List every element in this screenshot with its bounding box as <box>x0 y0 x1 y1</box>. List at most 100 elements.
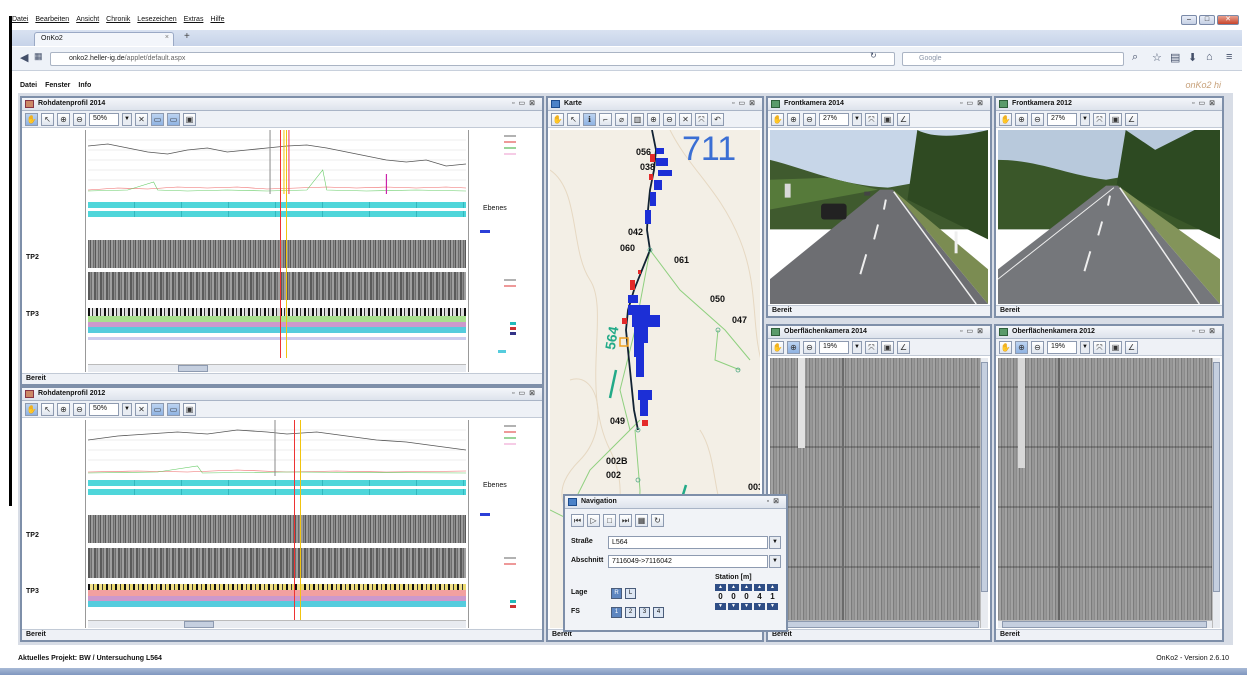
fs-option[interactable]: 4 <box>653 607 664 618</box>
panel-controls[interactable]: ▫▭⊠ <box>1192 328 1219 335</box>
layer-icon[interactable]: ⌀ <box>615 112 628 126</box>
stop-icon[interactable]: □ <box>603 514 616 527</box>
measure-icon[interactable]: ∠ <box>1125 340 1138 354</box>
zoom-out-icon[interactable]: ⊖ <box>803 112 816 126</box>
menu-chronik[interactable]: Chronik <box>106 16 131 23</box>
menu-lesezeichen[interactable]: Lesezeichen <box>137 16 177 23</box>
panel-controls[interactable]: ▫▭⊠ <box>732 100 759 107</box>
menu-datei[interactable]: Datei <box>12 16 29 23</box>
menu-ansicht[interactable]: Ansicht <box>76 16 100 23</box>
view-mode-a-icon[interactable]: ▭ <box>151 402 164 416</box>
lage-option[interactable]: R <box>611 588 622 599</box>
app-menu-fenster[interactable]: Fenster <box>45 82 71 89</box>
close-window-button[interactable]: ✕ <box>1217 15 1239 25</box>
hand-tool-icon[interactable]: ✋ <box>771 340 784 354</box>
pointer-tool-icon[interactable]: ↖ <box>41 402 54 416</box>
save-icon[interactable]: ▣ <box>881 340 894 354</box>
save-icon[interactable]: ▣ <box>183 112 196 126</box>
chevron-down-icon[interactable]: ▼ <box>1080 112 1090 126</box>
surface-vscroll[interactable] <box>1212 358 1220 628</box>
fit-icon[interactable]: ✕ <box>135 112 148 126</box>
undo-icon[interactable]: ↶ <box>711 112 724 126</box>
station-down-icon[interactable]: ▼ <box>715 603 726 610</box>
profile-hscroll[interactable] <box>88 620 466 628</box>
zoom-out-icon[interactable]: ⊖ <box>1031 340 1044 354</box>
info-tool-icon[interactable]: ℹ <box>583 112 596 126</box>
app-menu-datei[interactable]: Datei <box>20 82 38 89</box>
station-up-icon[interactable]: ▲ <box>715 584 726 591</box>
reset-icon[interactable]: ✕ <box>679 112 692 126</box>
surface-hscroll[interactable] <box>770 620 980 628</box>
measure-icon[interactable]: ∠ <box>897 340 910 354</box>
refresh-icon[interactable]: ↻ <box>651 514 664 527</box>
legend-icon[interactable]: ▥ <box>631 112 644 126</box>
zoom-select[interactable]: 50% <box>89 402 119 416</box>
fs-option[interactable]: 2 <box>625 607 636 618</box>
chevron-down-icon[interactable]: ▼ <box>769 555 781 568</box>
profile-hscroll[interactable] <box>88 364 466 372</box>
app-menu-info[interactable]: Info <box>78 82 92 89</box>
url-bar[interactable]: onko2.heller-ig.de/applet/default.aspx <box>50 52 895 66</box>
chevron-down-icon[interactable]: ▼ <box>122 112 132 126</box>
zoom-select[interactable]: 19% <box>1047 340 1077 354</box>
surface-hscroll[interactable] <box>998 620 1212 628</box>
fs-option[interactable]: 3 <box>639 607 650 618</box>
save-icon[interactable]: ▣ <box>1109 112 1122 126</box>
chevron-down-icon[interactable]: ▼ <box>852 112 862 126</box>
scroll-thumb[interactable] <box>178 365 208 372</box>
fit-icon[interactable]: ⤧ <box>865 112 878 126</box>
zoom-in-icon[interactable]: ⊕ <box>1015 340 1028 354</box>
search-field[interactable]: Google <box>902 52 1124 66</box>
chevron-down-icon[interactable]: ▼ <box>1080 340 1090 354</box>
browser-tab[interactable]: OnKo2 × <box>34 32 174 46</box>
full-extent-icon[interactable]: ⤧ <box>695 112 708 126</box>
surface-camera-image[interactable] <box>770 358 988 628</box>
zoom-in-icon[interactable]: ⊕ <box>1015 112 1028 126</box>
panel-controls[interactable]: ▫▭⊠ <box>512 100 539 107</box>
lage-option[interactable]: L <box>625 588 636 599</box>
zoom-in-icon[interactable]: ⊕ <box>57 402 70 416</box>
zoom-in-icon[interactable]: ⊕ <box>787 112 800 126</box>
dialog-controls[interactable]: ▫⊠ <box>766 498 783 505</box>
hand-tool-icon[interactable]: ✋ <box>551 112 564 126</box>
zoom-out-icon[interactable]: ⊖ <box>663 112 676 126</box>
view-mode-b-icon[interactable]: ▭ <box>167 112 180 126</box>
last-icon[interactable]: ⏭ <box>619 514 632 527</box>
scroll-thumb[interactable] <box>981 362 988 592</box>
reload-icon[interactable]: ↻ <box>870 51 877 60</box>
surface-camera-image[interactable] <box>998 358 1220 628</box>
zoom-out-icon[interactable]: ⊖ <box>803 340 816 354</box>
scroll-thumb[interactable] <box>1002 621 1207 628</box>
hand-tool-icon[interactable]: ✋ <box>771 112 784 126</box>
hand-tool-icon[interactable]: ✋ <box>999 340 1012 354</box>
zoom-out-icon[interactable]: ⊖ <box>1031 112 1044 126</box>
scroll-thumb[interactable] <box>1213 362 1220 592</box>
zoom-in-icon[interactable]: ⊕ <box>787 340 800 354</box>
station-down-icon[interactable]: ▼ <box>728 603 739 610</box>
abschnitt-input[interactable]: 7116049->7116042 <box>608 555 768 568</box>
first-icon[interactable]: ⏮ <box>571 514 584 527</box>
panel-controls[interactable]: ▫▭⊠ <box>960 100 987 107</box>
zoom-in-icon[interactable]: ⊕ <box>57 112 70 126</box>
hand-tool-icon[interactable]: ✋ <box>25 402 38 416</box>
bookmark-star-icon[interactable]: ☆ <box>1152 52 1162 64</box>
view-mode-b-icon[interactable]: ▭ <box>167 402 180 416</box>
station-up-icon[interactable]: ▲ <box>728 584 739 591</box>
zoom-out-icon[interactable]: ⊖ <box>73 402 86 416</box>
panel-controls[interactable]: ▫▭⊠ <box>1192 100 1219 107</box>
zoom-select[interactable]: 27% <box>1047 112 1077 126</box>
hand-tool-icon[interactable]: ✋ <box>999 112 1012 126</box>
menu-icon[interactable]: ≡ <box>1226 51 1233 63</box>
measure-icon[interactable]: ∠ <box>1125 112 1138 126</box>
chevron-down-icon[interactable]: ▼ <box>122 402 132 416</box>
fit-icon[interactable]: ✕ <box>135 402 148 416</box>
strasse-input[interactable]: L564 <box>608 536 768 549</box>
fit-icon[interactable]: ⤧ <box>865 340 878 354</box>
chevron-down-icon[interactable]: ▼ <box>769 536 781 549</box>
station-down-icon[interactable]: ▼ <box>741 603 752 610</box>
zoom-select[interactable]: 19% <box>819 340 849 354</box>
menu-extras[interactable]: Extras <box>183 16 204 23</box>
save-icon[interactable]: ▣ <box>881 112 894 126</box>
zoom-select[interactable]: 27% <box>819 112 849 126</box>
site-info-icon[interactable]: ▦ <box>34 51 43 61</box>
